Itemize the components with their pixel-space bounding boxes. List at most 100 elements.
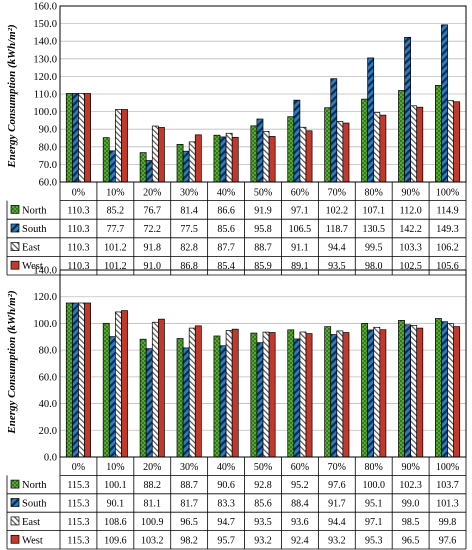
table-value-west: 93.2 xyxy=(254,535,272,546)
bar-west xyxy=(231,136,239,183)
bar-east xyxy=(373,112,381,183)
table-value-north: 95.2 xyxy=(291,480,309,491)
bar-north xyxy=(435,318,442,458)
y-tick-label: 140.0 xyxy=(33,37,57,48)
y-tick-label: 90.0 xyxy=(39,125,57,136)
legend-key-north xyxy=(10,205,20,214)
table-value-north: 103.7 xyxy=(436,480,459,491)
bar-north xyxy=(398,90,405,183)
chart-panel-top: 60.0 70.0 80.0 90.0 100.0 110.0 120.0 130.0 140.… xyxy=(6,2,467,276)
table-value-north: 102.3 xyxy=(399,480,422,491)
bar-east xyxy=(262,131,270,183)
table-value-west: 96.5 xyxy=(402,535,420,546)
bar-north xyxy=(102,322,110,458)
table-value-south: 88.4 xyxy=(291,499,309,510)
bar-north xyxy=(250,332,258,458)
table-value-east: 93.6 xyxy=(291,517,309,528)
table-value-east: 87.7 xyxy=(217,243,235,254)
bar-east xyxy=(115,311,122,458)
bar-north xyxy=(287,116,295,183)
bar-south xyxy=(219,345,227,458)
bar-west xyxy=(453,326,461,458)
y-tick-label: 130.0 xyxy=(33,54,57,65)
category-label: 0% xyxy=(72,187,85,198)
table-value-south: 95.1 xyxy=(365,499,383,510)
table-value-south: 101.3 xyxy=(436,499,459,510)
table-value-north: 112.0 xyxy=(400,205,422,216)
table-value-east: 101.2 xyxy=(104,243,127,254)
table-value-south: 95.8 xyxy=(254,224,272,235)
bar-west xyxy=(194,325,202,458)
table-value-north: 114.9 xyxy=(436,205,458,216)
table-value-south: 106.5 xyxy=(289,224,312,235)
bar-north xyxy=(324,107,332,183)
table-value-east: 99.8 xyxy=(439,517,457,528)
plot-frame xyxy=(59,269,467,458)
legend-label-west: West xyxy=(22,261,43,272)
bar-north xyxy=(213,134,221,183)
bar-south xyxy=(367,329,375,458)
bar-south xyxy=(330,334,338,458)
category-label: 80% xyxy=(365,462,383,473)
table-value-south: 149.3 xyxy=(436,224,459,235)
table-value-south: 115.3 xyxy=(67,499,89,510)
y-tick-label: 40.0 xyxy=(39,399,57,410)
bar-east xyxy=(188,141,196,183)
table-value-north: 76.7 xyxy=(144,205,162,216)
legend-key-west xyxy=(10,534,20,544)
bar-south xyxy=(182,150,190,183)
table-value-south: 130.5 xyxy=(362,224,385,235)
category-label: 90% xyxy=(401,462,419,473)
bar-north xyxy=(65,302,73,458)
y-tick-label: 80.0 xyxy=(39,142,57,153)
legend-label-west: West xyxy=(22,535,43,546)
table-value-east: 82.8 xyxy=(180,243,198,254)
bar-south xyxy=(330,78,338,183)
bar-west xyxy=(158,318,165,458)
category-label: 80% xyxy=(365,187,383,198)
y-axis-title: Energy Consumption (kWh/m²) xyxy=(6,24,18,168)
table-value-north: 100.0 xyxy=(362,480,385,491)
table-value-east: 88.7 xyxy=(254,243,272,254)
category-label: 40% xyxy=(217,187,235,198)
bar-south xyxy=(256,118,264,183)
bar-south xyxy=(293,338,301,458)
table-value-north: 102.2 xyxy=(326,205,349,216)
category-label: 10% xyxy=(106,462,124,473)
table-value-south: 91.7 xyxy=(328,499,346,510)
table-value-south: 90.1 xyxy=(107,499,125,510)
table-value-west: 95.7 xyxy=(217,535,235,546)
legend-label-north: North xyxy=(22,480,47,491)
bar-east xyxy=(336,330,344,458)
y-tick-label: 110.0 xyxy=(34,90,57,101)
table-value-west: 86.8 xyxy=(180,261,198,272)
table-value-south: 110.3 xyxy=(67,224,89,235)
table-value-west: 93.5 xyxy=(328,261,346,272)
table-value-west: 89.1 xyxy=(291,261,309,272)
table-value-north: 85.2 xyxy=(107,205,125,216)
bar-north xyxy=(139,152,147,183)
table-value-east: 98.5 xyxy=(402,517,420,528)
bar-west xyxy=(84,302,91,458)
legend-label-north: North xyxy=(22,205,47,216)
table-value-west: 93.2 xyxy=(328,535,346,546)
table-value-west: 98.2 xyxy=(180,535,198,546)
bar-south xyxy=(72,93,79,183)
category-label: 60% xyxy=(291,462,309,473)
legend-key-south xyxy=(10,498,20,507)
table-value-east: 115.3 xyxy=(67,517,89,528)
bar-west xyxy=(121,109,128,183)
bar-west xyxy=(342,332,350,458)
table-value-north: 100.1 xyxy=(104,480,127,491)
y-tick-label: 120.0 xyxy=(33,292,57,303)
category-label: 40% xyxy=(217,462,235,473)
table-value-west: 102.5 xyxy=(399,261,422,272)
bar-west xyxy=(379,114,387,183)
bar-south xyxy=(256,342,264,458)
bar-north xyxy=(287,329,295,458)
y-tick-label: 100.0 xyxy=(33,107,57,118)
table-value-north: 97.6 xyxy=(328,480,346,491)
table-value-south: 77.5 xyxy=(180,224,198,235)
category-label: 10% xyxy=(106,187,124,198)
